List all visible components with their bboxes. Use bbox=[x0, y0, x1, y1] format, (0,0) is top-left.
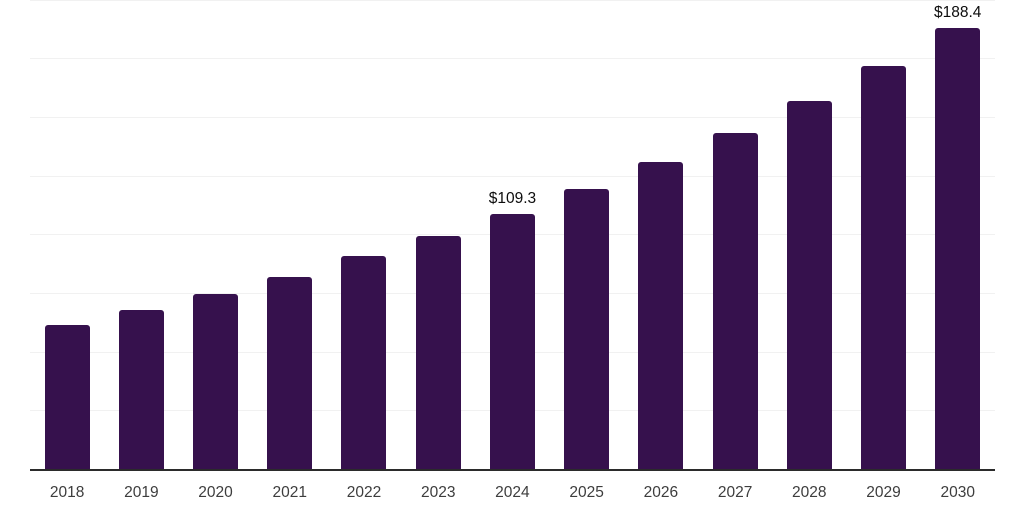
bar-2025 bbox=[564, 188, 610, 470]
bar-2028 bbox=[786, 101, 832, 470]
gridline-200 bbox=[30, 0, 995, 1]
bars-container: $109.3 $188.4 bbox=[30, 0, 995, 470]
x-tick-label-2027: 2027 bbox=[717, 484, 753, 501]
bar-column-2022 bbox=[327, 0, 401, 470]
bar-2020 bbox=[193, 294, 239, 470]
bar-column-2029 bbox=[846, 0, 920, 470]
x-tick-label-2030: 2030 bbox=[940, 484, 975, 501]
bar-2018 bbox=[44, 325, 90, 470]
bar-column-2019 bbox=[104, 0, 178, 470]
x-tick-label-2028: 2028 bbox=[792, 484, 827, 501]
bar-2021 bbox=[267, 276, 313, 470]
x-tick-label-2021: 2021 bbox=[272, 484, 307, 501]
bar-column-2030: $188.4 bbox=[921, 0, 995, 470]
bar-2026 bbox=[638, 162, 684, 470]
gridline-150 bbox=[30, 117, 995, 119]
value-label-2024: $109.3 bbox=[488, 190, 537, 208]
bar-column-2021 bbox=[253, 0, 327, 470]
gridline-125 bbox=[30, 175, 995, 177]
bar-2019 bbox=[118, 309, 164, 470]
bar-column-2027 bbox=[698, 0, 772, 470]
bar-2027 bbox=[712, 133, 758, 470]
bar-column-2023 bbox=[401, 0, 475, 470]
x-tick-label-2026: 2026 bbox=[643, 484, 679, 501]
x-axis-line bbox=[30, 469, 995, 471]
x-tick-label-2024: 2024 bbox=[495, 484, 530, 501]
bar-column-2018 bbox=[30, 0, 104, 470]
bar-column-2026 bbox=[624, 0, 698, 470]
x-tick-label-2023: 2023 bbox=[420, 484, 456, 501]
plot-area: $109.3 $188.4 bbox=[30, 0, 995, 470]
bar-column-2028 bbox=[772, 0, 846, 470]
value-label-2030: $188.4 bbox=[934, 4, 982, 22]
bar-2022 bbox=[341, 256, 387, 470]
x-tick-label-2022: 2022 bbox=[346, 484, 382, 501]
x-tick-label-2019: 2019 bbox=[124, 484, 159, 501]
bar-column-2020 bbox=[178, 0, 252, 470]
bar-column-2025 bbox=[550, 0, 624, 470]
bar-column-2024: $109.3 bbox=[475, 0, 549, 470]
x-tick-label-2018: 2018 bbox=[49, 484, 85, 501]
x-tick-label-2029: 2029 bbox=[866, 484, 901, 501]
bar-2023 bbox=[415, 236, 461, 470]
x-tick-label-2020: 2020 bbox=[198, 484, 233, 501]
bar-2024 bbox=[489, 213, 535, 470]
x-tick-label-2025: 2025 bbox=[569, 484, 604, 501]
gridline-175 bbox=[30, 58, 995, 60]
x-axis-labels: 2018 2019 2020 2021 2022 2023 2024 2025 2026 2027… bbox=[30, 484, 995, 503]
bar-2029 bbox=[861, 66, 907, 470]
bar-2030 bbox=[935, 27, 981, 470]
